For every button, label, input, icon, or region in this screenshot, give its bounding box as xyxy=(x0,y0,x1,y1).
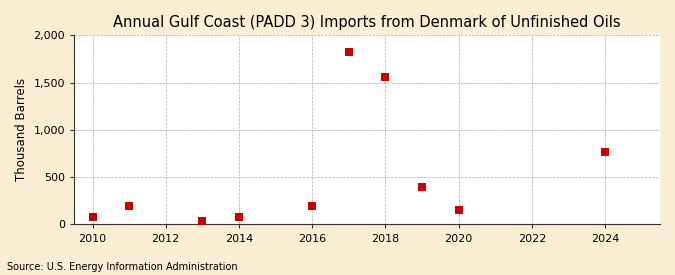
Point xyxy=(416,185,427,189)
Point xyxy=(306,203,317,208)
Y-axis label: Thousand Barrels: Thousand Barrels xyxy=(15,78,28,182)
Point xyxy=(234,215,244,219)
Point xyxy=(380,75,391,79)
Point xyxy=(344,50,354,54)
Point xyxy=(599,149,610,154)
Title: Annual Gulf Coast (PADD 3) Imports from Denmark of Unfinished Oils: Annual Gulf Coast (PADD 3) Imports from … xyxy=(113,15,621,30)
Point xyxy=(197,219,208,223)
Point xyxy=(87,215,98,219)
Text: Source: U.S. Energy Information Administration: Source: U.S. Energy Information Administ… xyxy=(7,262,238,272)
Point xyxy=(124,203,134,208)
Point xyxy=(453,208,464,213)
